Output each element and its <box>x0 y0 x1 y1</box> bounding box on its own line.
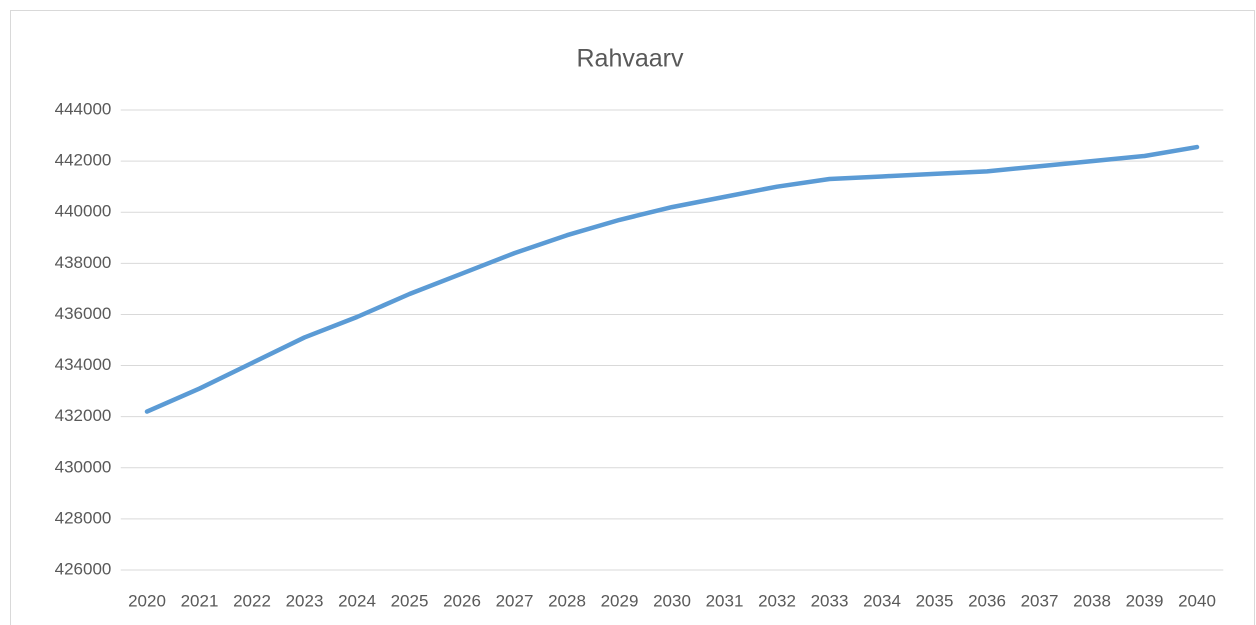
x-tick-label: 2027 <box>496 591 534 610</box>
y-tick-label: 428000 <box>55 508 112 527</box>
x-tick-label: 2039 <box>1126 591 1164 610</box>
x-tick-label: 2021 <box>181 591 219 610</box>
x-tick-label: 2025 <box>391 591 429 610</box>
y-tick-label: 444000 <box>55 99 112 118</box>
x-tick-label: 2026 <box>443 591 481 610</box>
x-tick-label: 2038 <box>1073 591 1111 610</box>
x-tick-label: 2023 <box>286 591 324 610</box>
x-tick-label: 2022 <box>233 591 271 610</box>
y-tick-label: 432000 <box>55 406 112 425</box>
x-tick-label: 2031 <box>706 591 744 610</box>
x-tick-label: 2020 <box>128 591 166 610</box>
x-tick-label: 2034 <box>863 591 901 610</box>
x-tick-label: 2033 <box>811 591 849 610</box>
chart-border <box>10 10 1255 625</box>
x-tick-label: 2024 <box>338 591 376 610</box>
y-tick-label: 426000 <box>55 559 112 578</box>
x-tick-label: 2035 <box>916 591 954 610</box>
x-tick-label: 2040 <box>1178 591 1216 610</box>
x-tick-label: 2037 <box>1021 591 1059 610</box>
x-tick-label: 2036 <box>968 591 1006 610</box>
y-tick-label: 442000 <box>55 151 112 170</box>
y-tick-label: 430000 <box>55 457 112 476</box>
x-tick-label: 2029 <box>601 591 639 610</box>
data-line <box>144 144 1200 414</box>
y-tick-label: 434000 <box>55 355 112 374</box>
x-tick-label: 2032 <box>758 591 796 610</box>
y-tick-label: 436000 <box>55 304 112 323</box>
x-tick-label: 2028 <box>548 591 586 610</box>
x-tick-label: 2030 <box>653 591 691 610</box>
chart-title: Rahvaarv <box>577 45 684 73</box>
y-tick-label: 440000 <box>55 202 112 221</box>
y-tick-label: 438000 <box>55 253 112 272</box>
